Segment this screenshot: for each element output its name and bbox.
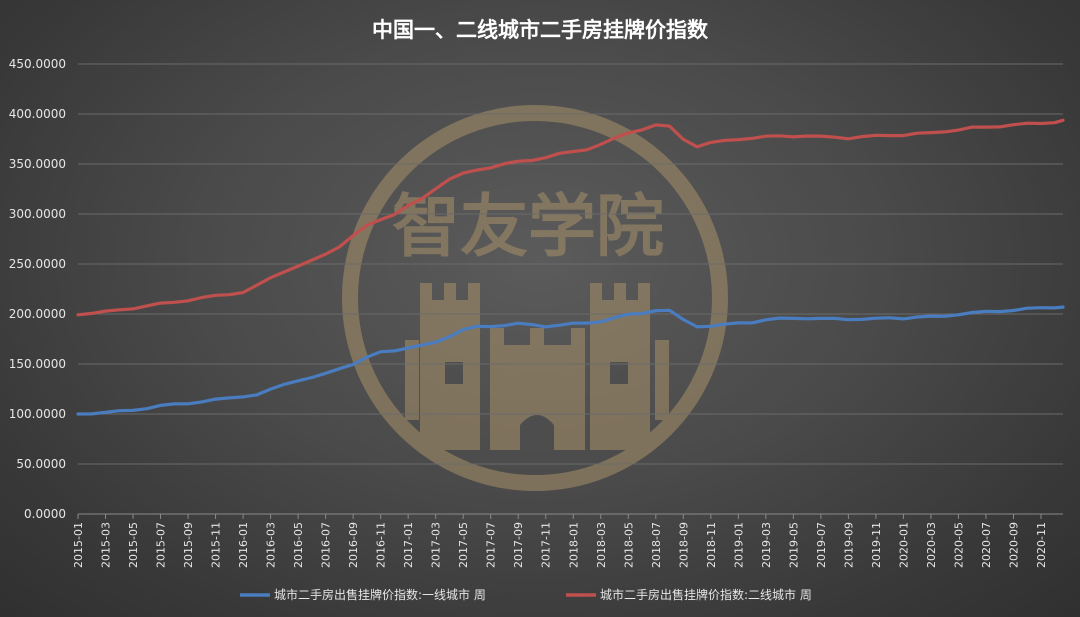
x-tick-label: 2019-11 <box>870 522 883 568</box>
watermark-logo: 智友学院 <box>342 105 728 491</box>
series-line-1 <box>76 305 1065 416</box>
y-tick-label: 400.0000 <box>9 107 66 121</box>
y-tick-label: 100.0000 <box>9 407 66 421</box>
x-tick-label: 2020-09 <box>1007 522 1020 568</box>
y-tick-label: 200.0000 <box>9 307 66 321</box>
x-tick-label: 2020-05 <box>952 522 965 568</box>
x-tick-label: 2016-03 <box>265 522 278 568</box>
x-tick-label: 2019-09 <box>842 522 855 568</box>
x-tick-label: 2017-05 <box>457 522 470 568</box>
series-group <box>76 118 1065 416</box>
y-tick-label: 0.0000 <box>24 507 66 521</box>
y-axis: 0.0000 50.0000 100.0000 150.0000 200.0000 250… <box>9 57 66 521</box>
castle-icon <box>405 283 669 450</box>
x-tick-label: 2019-05 <box>787 522 800 568</box>
x-tick-label: 2016-01 <box>237 522 250 568</box>
y-tick-label: 450.0000 <box>9 57 66 71</box>
x-tick-label: 2020-07 <box>980 522 993 568</box>
legend: 城市二手房出售挂牌价指数:一线城市 周 城市二手房出售挂牌价指数:二线城市 周 <box>240 587 812 602</box>
x-tick-label: 2018-01 <box>567 522 580 568</box>
x-tick-label: 2017-01 <box>402 522 415 568</box>
x-tick-label: 2018-05 <box>622 522 635 568</box>
x-tick-label: 2016-11 <box>375 522 388 568</box>
y-tick-label: 250.0000 <box>9 257 66 271</box>
x-tick-label: 2020-01 <box>897 522 910 568</box>
x-tick-label: 2017-11 <box>540 522 553 568</box>
y-tick-label: 350.0000 <box>9 157 66 171</box>
x-tick-label: 2018-09 <box>677 522 690 568</box>
x-tick-label: 2018-03 <box>595 522 608 568</box>
watermark-text: 智友学院 <box>392 187 664 267</box>
series-line-2 <box>76 118 1065 317</box>
x-tick-label: 2015-05 <box>127 522 140 568</box>
x-tick-label: 2016-07 <box>320 522 333 568</box>
y-tick-label: 300.0000 <box>9 207 66 221</box>
x-tick-label: 2018-11 <box>705 522 718 568</box>
x-tick-label: 2019-01 <box>732 522 745 568</box>
x-tick-label: 2015-01 <box>72 522 85 568</box>
x-tick-label: 2017-03 <box>430 522 443 568</box>
x-axis: 2015-01 2015-03 2015-05 2015-07 2015-09 2015-… <box>72 514 1048 568</box>
y-tick-label: 50.0000 <box>16 457 66 471</box>
x-tick-label: 2015-11 <box>210 522 223 568</box>
x-tick-label: 2017-07 <box>485 522 498 568</box>
x-tick-label: 2018-07 <box>650 522 663 568</box>
x-tick-label: 2015-03 <box>100 522 113 568</box>
x-tick-label: 2015-09 <box>182 522 195 568</box>
x-tick-label: 2020-11 <box>1035 522 1048 568</box>
x-tick-label: 2016-09 <box>347 522 360 568</box>
y-tick-label: 150.0000 <box>9 357 66 371</box>
x-tick-label: 2020-03 <box>925 522 938 568</box>
x-tick-label: 2016-05 <box>292 522 305 568</box>
x-tick-label: 2015-07 <box>155 522 168 568</box>
grid-lines <box>78 63 1063 515</box>
x-tick-label: 2019-03 <box>760 522 773 568</box>
legend-label-2: 城市二手房出售挂牌价指数:二线城市 周 <box>600 587 812 602</box>
x-tick-label: 2019-07 <box>815 522 828 568</box>
x-tick-label: 2017-09 <box>512 522 525 568</box>
chart-title: 中国一、二线城市二手房挂牌价指数 <box>372 18 709 42</box>
legend-label-1: 城市二手房出售挂牌价指数:一线城市 周 <box>274 587 486 602</box>
